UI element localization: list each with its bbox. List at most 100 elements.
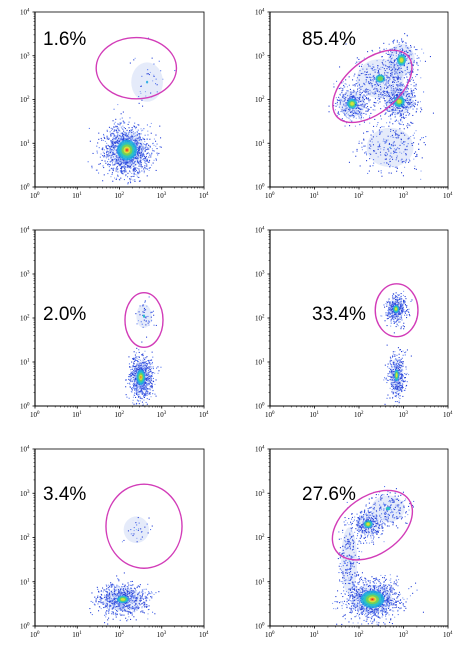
- event-dot: [136, 147, 138, 149]
- event-dot: [146, 165, 148, 167]
- event-dot: [134, 380, 136, 382]
- event-dot: [419, 60, 421, 62]
- event-dot: [394, 151, 396, 153]
- event-dot: [393, 322, 395, 324]
- event-dot: [403, 117, 405, 119]
- event-dot: [389, 397, 391, 399]
- event-dot: [102, 180, 104, 182]
- event-dot: [103, 139, 105, 141]
- event-dot: [413, 152, 415, 154]
- event-dot: [406, 125, 408, 127]
- event-dot: [391, 87, 393, 89]
- event-dot: [394, 166, 396, 168]
- event-dot: [134, 370, 136, 372]
- event-dot: [138, 139, 140, 141]
- event-dot: [135, 384, 137, 386]
- event-dot: [401, 104, 403, 106]
- event-dot: [393, 321, 395, 323]
- event-dot: [402, 294, 404, 296]
- event-dot: [402, 379, 404, 381]
- event-dot: [401, 84, 403, 86]
- event-dot: [142, 368, 144, 370]
- event-dot: [398, 377, 400, 379]
- event-dot: [415, 111, 417, 113]
- event-dot: [138, 149, 140, 151]
- event-dot: [397, 325, 399, 327]
- event-dot: [418, 148, 420, 150]
- event-dot: [400, 298, 402, 300]
- event-dot: [142, 385, 144, 387]
- x-tick-base: 10: [265, 411, 273, 419]
- gate-percentage-label: 1.6%: [43, 29, 86, 50]
- event-dot: [401, 362, 403, 364]
- event-dot: [367, 131, 369, 133]
- event-dot: [409, 93, 411, 95]
- event-dot: [148, 375, 150, 377]
- event-dot: [357, 90, 359, 92]
- event-dot: [365, 88, 367, 90]
- event-dot: [135, 143, 137, 145]
- event-dot: [399, 92, 401, 94]
- event-dot: [345, 79, 347, 81]
- event-dot: [147, 375, 149, 377]
- event-dot: [359, 108, 361, 110]
- event-dot: [400, 296, 402, 298]
- event-dot: [112, 164, 114, 166]
- event-dot: [141, 392, 143, 394]
- event-dot: [123, 170, 125, 172]
- event-dot: [352, 91, 354, 93]
- event-dot: [402, 384, 404, 386]
- event-dot: [119, 164, 121, 166]
- event-dot: [402, 307, 404, 309]
- event-dot: [400, 113, 402, 115]
- event-dot: [374, 87, 376, 89]
- event-dot: [365, 76, 367, 78]
- event-dot: [358, 83, 360, 85]
- event-dot: [139, 147, 141, 149]
- event-dot: [390, 103, 392, 105]
- event-dot: [139, 162, 141, 164]
- event-dot: [146, 378, 148, 380]
- event-dot: [341, 99, 343, 101]
- event-dot: [403, 94, 405, 96]
- event-dot: [141, 401, 143, 403]
- event-dot: [389, 372, 391, 374]
- event-dot: [135, 372, 137, 374]
- y-tick-exponent: 1: [27, 140, 30, 145]
- event-dot: [382, 91, 384, 93]
- event-dot: [151, 57, 153, 59]
- event-dot: [351, 110, 353, 112]
- event-dot: [352, 108, 354, 110]
- event-dot: [153, 314, 155, 316]
- x-tick-label: 100: [265, 411, 275, 419]
- event-dot: [395, 130, 397, 132]
- event-dot: [139, 134, 141, 136]
- event-dot: [116, 152, 118, 154]
- event-dot: [132, 128, 134, 130]
- event-dot: [115, 126, 117, 128]
- event-dot: [363, 82, 365, 84]
- event-dot: [110, 150, 112, 152]
- event-dot: [397, 81, 399, 83]
- event-dot: [136, 156, 138, 158]
- event-dot: [401, 109, 403, 111]
- event-dot: [150, 359, 152, 361]
- event-dot: [412, 68, 414, 70]
- event-dot: [112, 152, 114, 154]
- event-dot: [368, 170, 370, 172]
- event-dot: [334, 109, 336, 111]
- event-dot: [391, 310, 393, 312]
- event-dot: [361, 92, 363, 94]
- event-dot: [145, 155, 147, 157]
- event-dot: [387, 109, 389, 111]
- event-dot: [153, 75, 155, 77]
- event-dot: [138, 365, 140, 367]
- event-dot: [140, 92, 142, 94]
- event-dot: [345, 102, 347, 104]
- event-dot: [136, 141, 138, 143]
- event-dot: [143, 393, 145, 395]
- event-dot: [400, 293, 402, 295]
- event-dot: [410, 70, 412, 72]
- event-dot: [145, 391, 147, 393]
- y-tick-label: 102: [20, 315, 30, 323]
